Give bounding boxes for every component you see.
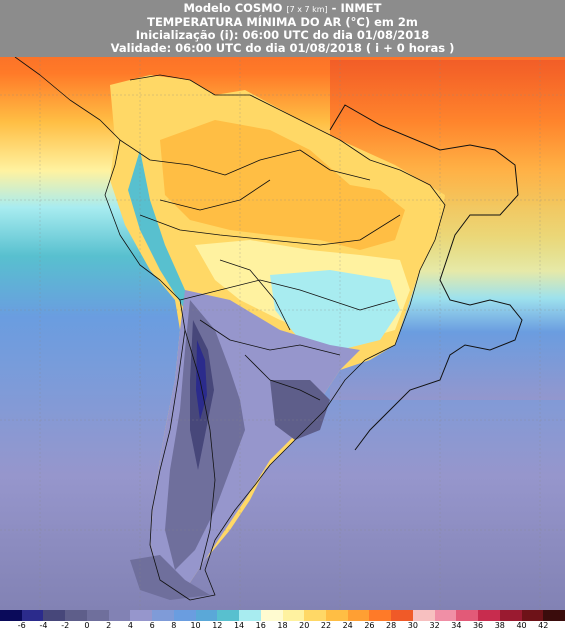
model-title: Modelo COSMO [7 x 7 km] - INMET <box>183 1 382 15</box>
color-swatch <box>412 610 436 621</box>
color-swatch <box>152 610 175 621</box>
color-tick-label: 4 <box>127 621 133 630</box>
color-tick-label: 0 <box>84 621 90 630</box>
color-swatch <box>543 610 565 621</box>
model-name: Modelo COSMO <box>183 1 283 15</box>
color-swatch <box>304 610 327 621</box>
map-header: Modelo COSMO [7 x 7 km] - INMET TEMPERAT… <box>0 0 565 57</box>
color-swatch <box>43 610 66 621</box>
temperature-map-svg <box>0 0 565 610</box>
validity-time: Validade: 06:00 UTC do dia 01/08/2018 ( … <box>110 41 455 55</box>
color-tick-label: 42 <box>538 621 549 630</box>
color-tick-label: 22 <box>320 621 332 630</box>
color-swatch <box>369 610 392 621</box>
color-scale-legend: -6 -4 -2 0 2 4 6 8 10 12 14 16 18 20 22 24 26 28 30 32 34 36 3… <box>0 610 565 630</box>
color-tick-label: 28 <box>386 621 397 630</box>
color-tick-label: -6 <box>17 621 26 630</box>
color-swatch <box>239 610 262 621</box>
maritime-zone <box>329 104 523 451</box>
graticule <box>0 0 565 610</box>
color-swatch <box>130 610 153 621</box>
color-tick-label: 38 <box>494 621 505 630</box>
color-tick-label: -4 <box>39 621 48 630</box>
continent-land <box>110 75 445 600</box>
borders <box>14 56 446 601</box>
color-swatch <box>65 610 88 621</box>
color-tick-label: 24 <box>342 621 353 630</box>
color-tick-label: 20 <box>299 621 310 630</box>
color-swatch <box>195 610 218 621</box>
color-tick-label: 34 <box>451 621 462 630</box>
color-tick-label: 8 <box>171 621 177 630</box>
model-resolution: [7 x 7 km] <box>286 5 328 14</box>
color-swatch <box>391 610 414 621</box>
variable-title: TEMPERATURA MÍNIMA DO AR (°C) em 2m <box>147 15 418 29</box>
color-swatch <box>217 610 240 621</box>
color-tick-label: 6 <box>149 621 155 630</box>
color-tick-label: 40 <box>516 621 527 630</box>
color-tick-label: 14 <box>233 621 245 630</box>
color-tick-label: 32 <box>429 621 440 630</box>
color-swatch <box>21 610 44 621</box>
color-tick-label: 10 <box>190 621 201 630</box>
color-swatch <box>86 610 110 621</box>
color-tick-label: 12 <box>212 621 223 630</box>
initialization-time: Inicialização (i): 06:00 UTC do dia 01/0… <box>135 28 430 42</box>
color-swatch <box>347 610 370 621</box>
color-swatch <box>478 610 501 621</box>
color-swatch <box>456 610 479 621</box>
color-swatch <box>0 610 23 621</box>
color-swatch <box>521 610 544 621</box>
color-swatch <box>282 610 305 621</box>
temperature-map[interactable] <box>0 0 565 610</box>
color-swatch <box>499 610 523 621</box>
color-tick-label: -2 <box>61 621 70 630</box>
color-tick-label: 26 <box>364 621 375 630</box>
color-swatch <box>108 610 131 621</box>
color-swatch <box>434 610 457 621</box>
institution: INMET <box>340 1 382 15</box>
color-tick-label: 30 <box>407 621 418 630</box>
color-tick-label: 2 <box>106 621 112 630</box>
color-swatch <box>260 610 283 621</box>
color-tick-label: 36 <box>472 621 484 630</box>
color-swatch <box>173 610 197 621</box>
color-tick-label: 18 <box>277 621 288 630</box>
color-tick-label: 16 <box>255 621 266 630</box>
color-swatch <box>325 610 349 621</box>
